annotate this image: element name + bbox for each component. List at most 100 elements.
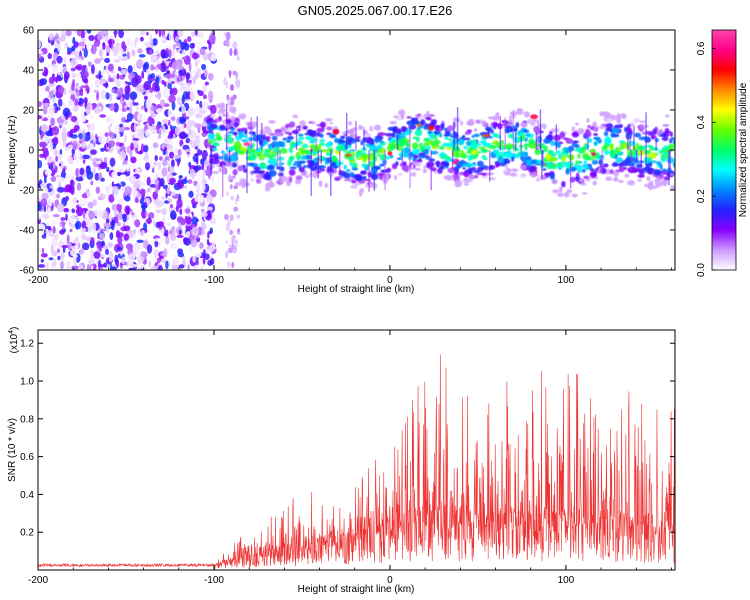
heatmap-cell: [201, 101, 209, 107]
heatmap-cell: [519, 151, 528, 158]
heatmap-cell: [230, 115, 236, 122]
heatmap-cell: [271, 141, 278, 148]
heatmap-cell: [256, 178, 261, 184]
heatmap-cell: [559, 161, 567, 165]
heatmap-cell: [100, 89, 108, 100]
heatmap-cell: [40, 124, 48, 133]
heatmap-cell: [86, 30, 92, 34]
heatmap-cell: [87, 61, 92, 67]
heatmap-streak: [669, 150, 671, 170]
heatmap-cell: [166, 70, 170, 75]
heatmap-cell: [604, 144, 608, 149]
heatmap-cell: [617, 146, 624, 150]
heatmap-cell: [119, 123, 123, 128]
heatmap-cell: [167, 109, 172, 118]
heatmap-cell: [63, 119, 68, 125]
heatmap-cell: [59, 149, 63, 155]
heatmap-cell: [292, 114, 299, 119]
heatmap-cell: [70, 179, 74, 186]
heatmap-cell: [229, 106, 237, 113]
heatmap-cell: [174, 148, 178, 153]
heatmap-cell: [132, 189, 138, 198]
heatmap-cell: [130, 156, 137, 164]
heatmap-cell: [621, 113, 627, 119]
heatmap-cell: [345, 153, 352, 157]
heatmap-cell: [181, 56, 188, 60]
heatmap-cell: [74, 220, 82, 230]
heatmap-cell: [299, 160, 306, 164]
heatmap-cell: [79, 45, 83, 50]
heatmap-cell: [592, 121, 597, 128]
heatmap-cell: [229, 214, 234, 221]
heatmap-cell: [520, 121, 528, 128]
heatmap-cell: [475, 119, 482, 124]
heatmap-cell: [171, 49, 176, 57]
heatmap-cell: [157, 265, 163, 270]
heatmap-cell: [326, 126, 333, 131]
heatmap-cell: [248, 131, 256, 135]
heatmap-cell: [77, 101, 82, 106]
heatmap-cell: [542, 123, 547, 130]
heatmap-cell: [75, 121, 80, 125]
heatmap-streak: [261, 122, 263, 150]
heatmap-cell: [288, 131, 292, 136]
x-tick-label: -200: [28, 575, 48, 586]
snr-y-label: SNR (10 * v/v): [7, 418, 18, 482]
heatmap-cell: [137, 48, 143, 54]
heatmap-cell: [194, 165, 202, 171]
heatmap-cell: [477, 166, 484, 172]
heatmap-cell: [207, 90, 214, 101]
heatmap-cell: [452, 117, 461, 123]
heatmap-cell: [158, 30, 162, 38]
heatmap-cell: [138, 54, 146, 58]
heatmap-cell: [185, 72, 191, 80]
heatmap-cell: [360, 170, 368, 175]
heatmap-cell: [70, 257, 74, 267]
heatmap-cell: [271, 135, 278, 141]
heatmap-cell: [587, 124, 591, 129]
heatmap-cell: [250, 171, 254, 175]
heatmap-cell: [332, 128, 339, 135]
heatmap-streak: [555, 124, 557, 150]
heatmap-cell: [56, 248, 61, 254]
heatmap-cell: [191, 68, 196, 78]
heatmap-cell: [552, 189, 560, 194]
heatmap-cell: [233, 239, 237, 244]
snr-y-scale-label: (x104): [8, 327, 20, 354]
heatmap-cell: [446, 156, 451, 160]
colorbar-ticks: 0.0 0.2 0.4 0.6: [696, 41, 716, 277]
heatmap-cell: [236, 214, 241, 219]
heatmap-cell: [90, 113, 94, 120]
heatmap-cell: [189, 120, 196, 126]
heatmap-cell: [47, 142, 54, 152]
heatmap-cell: [360, 140, 364, 146]
heatmap-streak: [635, 150, 638, 163]
heatmap-cell: [192, 204, 197, 209]
heatmap-cell: [582, 192, 588, 195]
heatmap-cell: [575, 122, 579, 126]
heatmap-cell: [661, 179, 668, 187]
heatmap-cell: [86, 170, 94, 180]
heatmap-cell: [559, 186, 563, 193]
heatmap-cell: [188, 190, 194, 198]
heatmap-streak: [256, 116, 258, 150]
heatmap-cell: [131, 42, 136, 51]
heatmap-cell: [70, 67, 76, 72]
heatmap-cell: [571, 193, 578, 198]
heatmap-cell: [82, 227, 87, 233]
heatmap-cell: [304, 154, 313, 160]
heatmap-cell: [634, 169, 638, 173]
heatmap-cell: [109, 157, 116, 167]
heatmap-cell: [171, 226, 175, 231]
heatmap-cell: [223, 76, 227, 85]
heatmap-cell: [268, 119, 276, 124]
heatmap-cell: [156, 55, 160, 61]
heatmap-streak: [355, 120, 357, 150]
heatmap-cell: [201, 107, 208, 112]
spectrogram-heatmap: [38, 30, 675, 270]
heatmap-cell: [48, 136, 52, 143]
heatmap-cell: [153, 249, 159, 256]
heatmap-cell: [467, 179, 473, 183]
heatmap-streak: [456, 107, 459, 150]
heatmap-cell: [426, 141, 432, 145]
